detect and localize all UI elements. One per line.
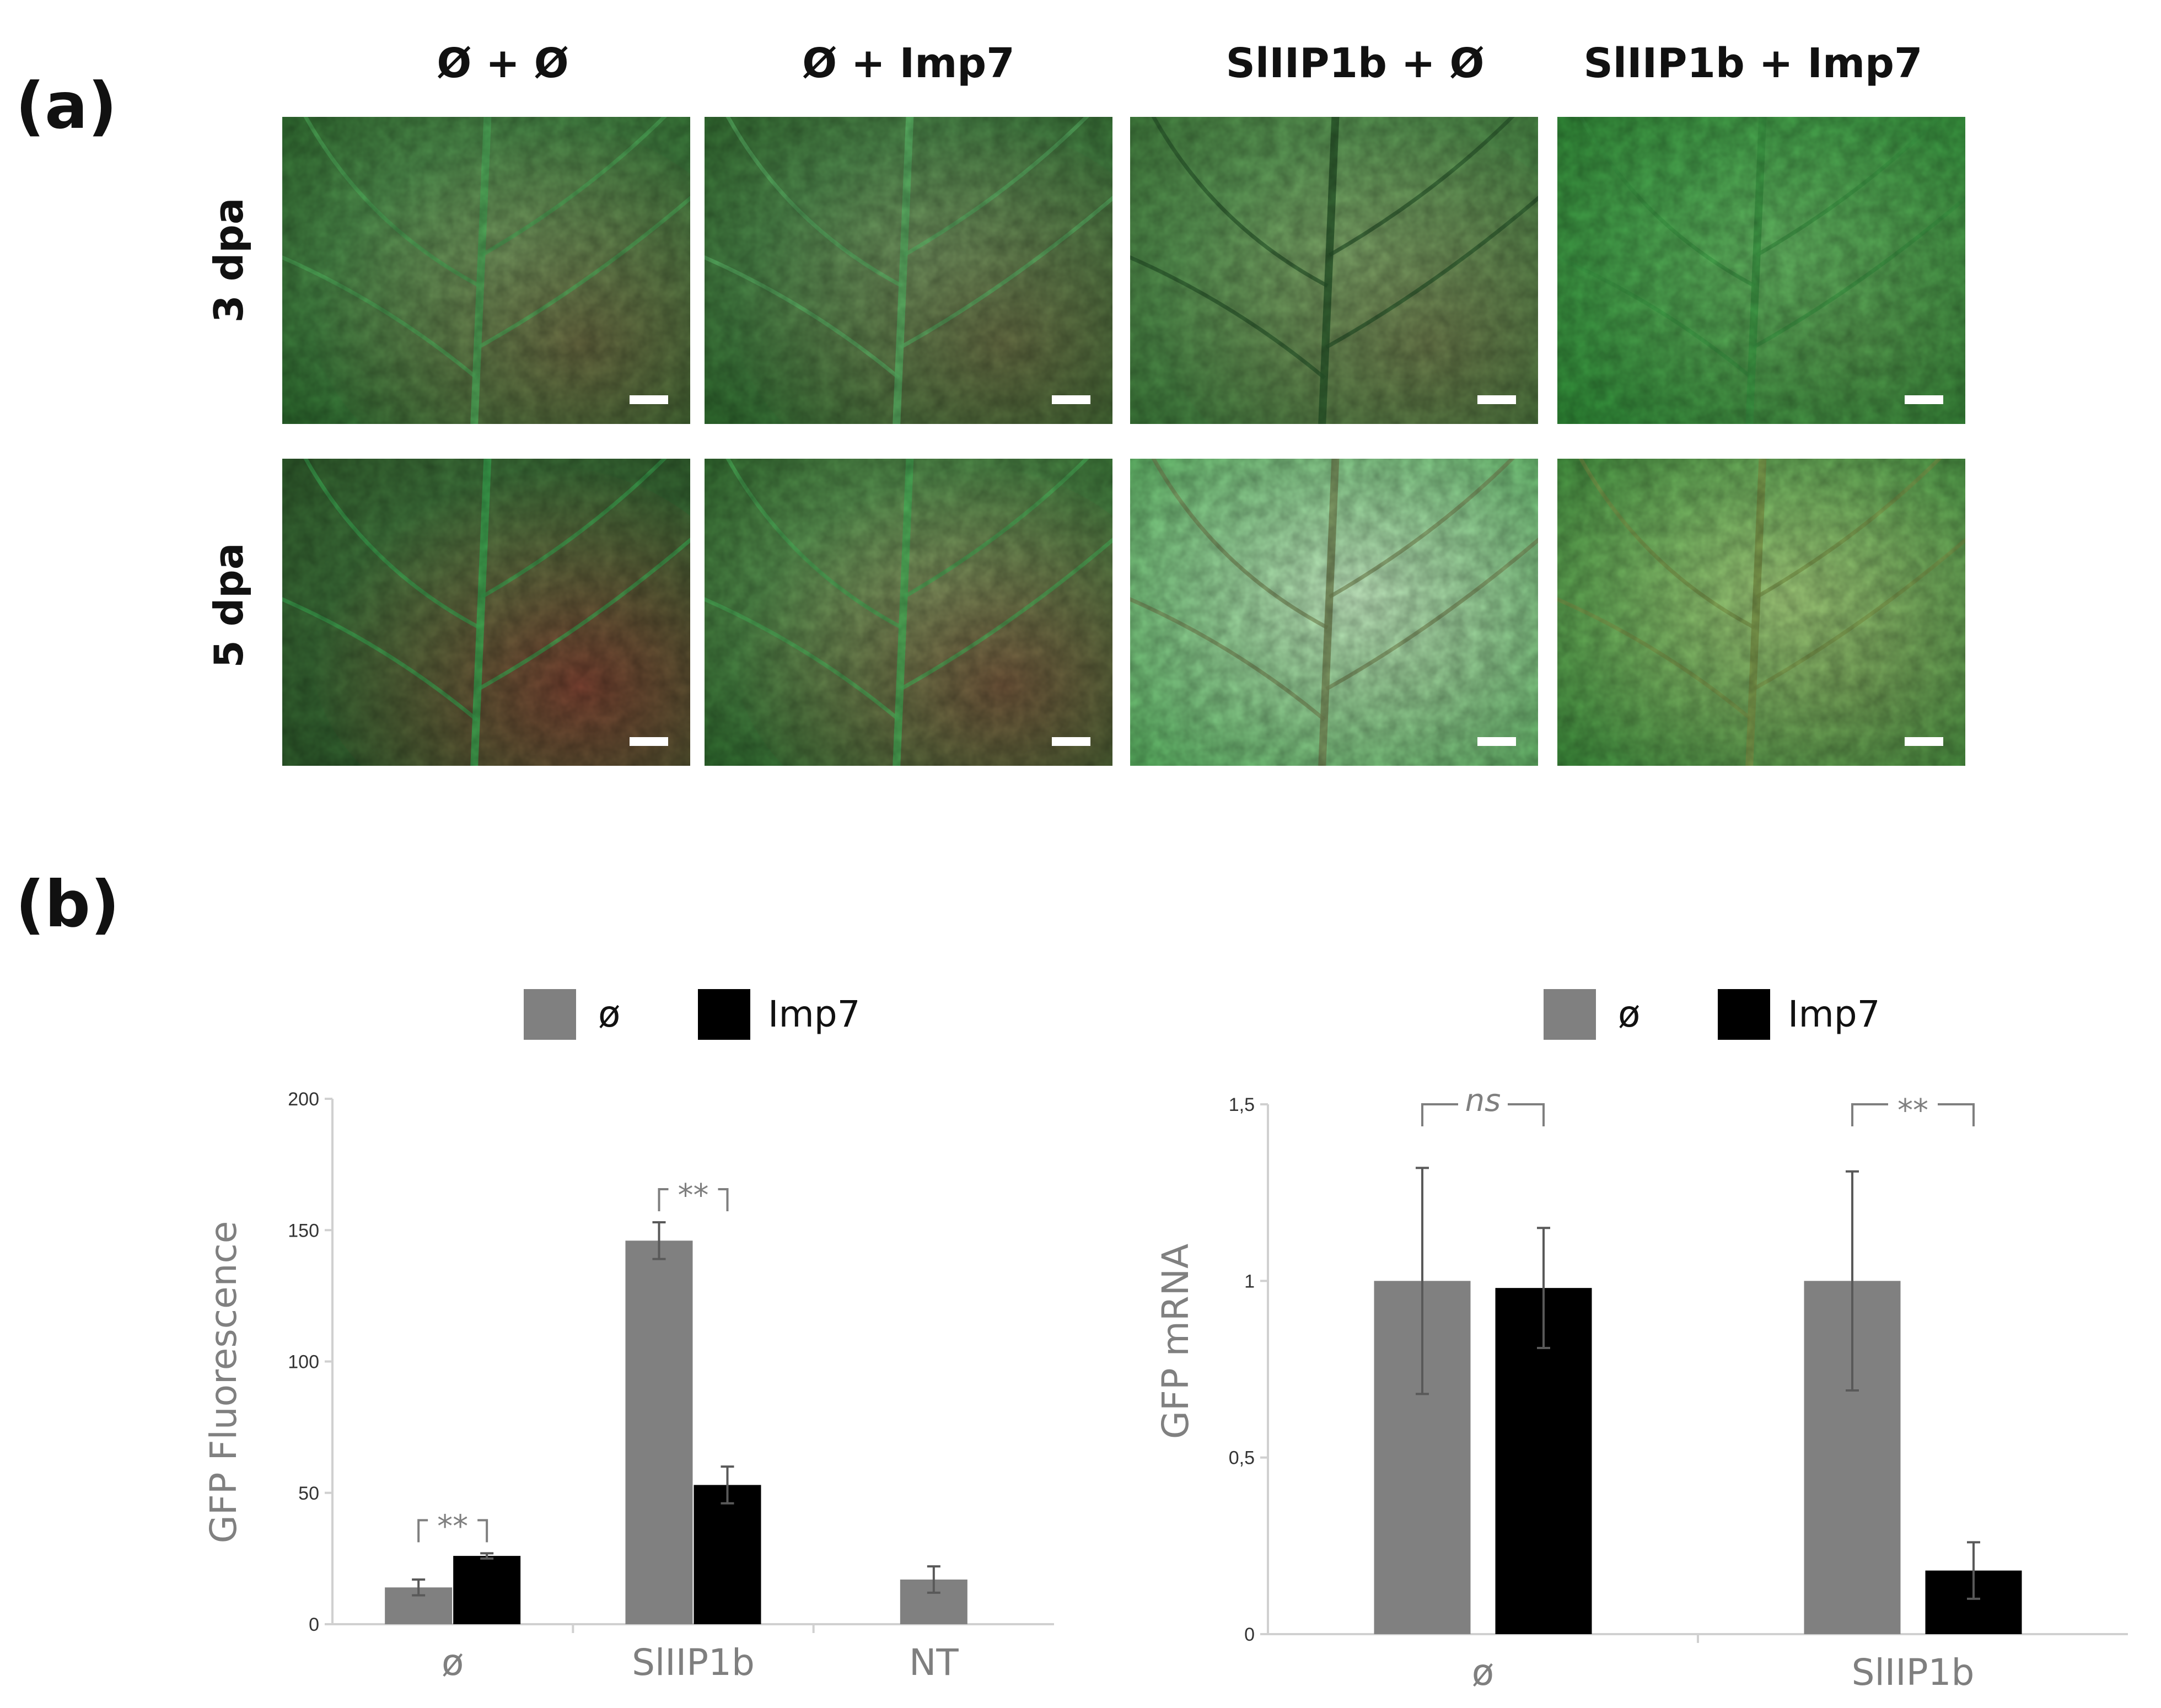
leaf-speckle — [1130, 459, 1538, 766]
significance-label: ** — [1897, 1093, 1928, 1129]
scale-bar — [630, 395, 668, 404]
leaf-image-3dpa-col2 — [705, 117, 1112, 424]
significance-bracket — [1508, 1103, 1545, 1126]
leaf-image-5dpa-col2 — [705, 459, 1112, 766]
column-header-2: Ø + Imp7 — [802, 40, 1015, 87]
y-tick-label: 1 — [1244, 1271, 1255, 1292]
significance-bracket — [718, 1188, 729, 1211]
scale-bar — [1477, 737, 1516, 746]
legend-swatch-empty — [1544, 989, 1596, 1040]
row-header-3dpa: 3 dpa — [206, 198, 252, 323]
significance-bracket — [417, 1519, 428, 1543]
scale-bar — [1905, 395, 1943, 404]
legend-swatch-empty — [524, 989, 576, 1040]
significance-bracket — [1421, 1103, 1458, 1126]
y-tick-label: 50 — [298, 1483, 319, 1504]
panel-b-label: (b) — [15, 867, 120, 942]
leaf-speckle — [282, 117, 690, 424]
y-tick-label: 0 — [309, 1614, 319, 1635]
significance-bracket — [1851, 1103, 1888, 1126]
significance-bracket — [477, 1519, 488, 1543]
bar-imp7-0 — [453, 1556, 521, 1624]
leaf-image-3dpa-col3 — [1130, 117, 1538, 424]
leaf-image-5dpa-col4 — [1557, 459, 1965, 766]
significance-label: ** — [678, 1178, 709, 1213]
scale-bar — [1052, 395, 1090, 404]
leaf-image-5dpa-col1 — [282, 459, 690, 766]
y-tick-label: 0,5 — [1229, 1448, 1255, 1469]
leaf-image-3dpa-col1 — [282, 117, 690, 424]
legend-label-imp7: Imp7 — [768, 993, 861, 1035]
x-category-label: SlIIP1b — [632, 1641, 755, 1684]
row-header-5dpa: 5 dpa — [206, 543, 252, 668]
legend-label-empty: ø — [598, 993, 620, 1035]
scale-bar — [1905, 737, 1943, 746]
legend-swatch-imp7 — [1718, 989, 1770, 1040]
scale-bar — [1052, 737, 1090, 746]
column-header-3: SlIIP1b + Ø — [1226, 40, 1485, 87]
x-category-label: SlIIP1b — [1852, 1651, 1975, 1694]
y-tick-label: 150 — [288, 1220, 319, 1241]
leaf-speckle — [282, 459, 690, 766]
column-header-1: Ø + Ø — [437, 40, 568, 87]
leaf-speckle — [1130, 117, 1538, 424]
y-tick-label: 1,5 — [1229, 1094, 1255, 1115]
bar-imp7-1 — [694, 1485, 761, 1624]
column-header-4: SlIIP1b + Imp7 — [1583, 40, 1922, 87]
panel-a-label: (a) — [15, 69, 117, 143]
legend-label-empty: ø — [1618, 993, 1640, 1035]
scale-bar — [630, 737, 668, 746]
leaf-image-grid — [282, 117, 1965, 766]
significance-bracket — [658, 1188, 669, 1211]
legend-left: ø Imp7 — [524, 989, 861, 1040]
chart1-y-axis-label: GFP Fluorescence — [202, 1221, 245, 1544]
x-category-label: ø — [1472, 1651, 1494, 1694]
leaf-speckle — [705, 459, 1112, 766]
leaf-speckle — [705, 117, 1112, 424]
leaf-speckle — [1557, 117, 1965, 424]
significance-label: ns — [1465, 1083, 1501, 1119]
y-tick-label: 100 — [288, 1352, 319, 1373]
legend-right: ø Imp7 — [1544, 989, 1880, 1040]
chart2-y-axis-label: GFP mRNA — [1154, 1244, 1197, 1440]
significance-bracket — [1938, 1103, 1975, 1126]
bar-empty-1 — [625, 1240, 693, 1624]
x-category-label: NT — [909, 1641, 959, 1684]
y-tick-label: 0 — [1244, 1624, 1255, 1645]
leaf-image-3dpa-col4 — [1557, 117, 1965, 424]
leaf-speckle — [1557, 459, 1965, 766]
legend-label-imp7: Imp7 — [1788, 993, 1880, 1035]
y-tick-label: 200 — [288, 1089, 319, 1110]
scale-bar — [1477, 395, 1516, 404]
leaf-image-5dpa-col3 — [1130, 459, 1538, 766]
significance-label: ** — [437, 1508, 468, 1544]
legend-swatch-imp7 — [698, 989, 750, 1040]
x-category-label: ø — [442, 1641, 464, 1684]
gfp-mrna-chart: 0 0,5 1 1,5 ø ns SlIIP1b ** — [1229, 1083, 2128, 1694]
gfp-fluorescence-chart: 0 50 100 150 200 ø ** SlIIP1b ** NT — [288, 1089, 1054, 1684]
